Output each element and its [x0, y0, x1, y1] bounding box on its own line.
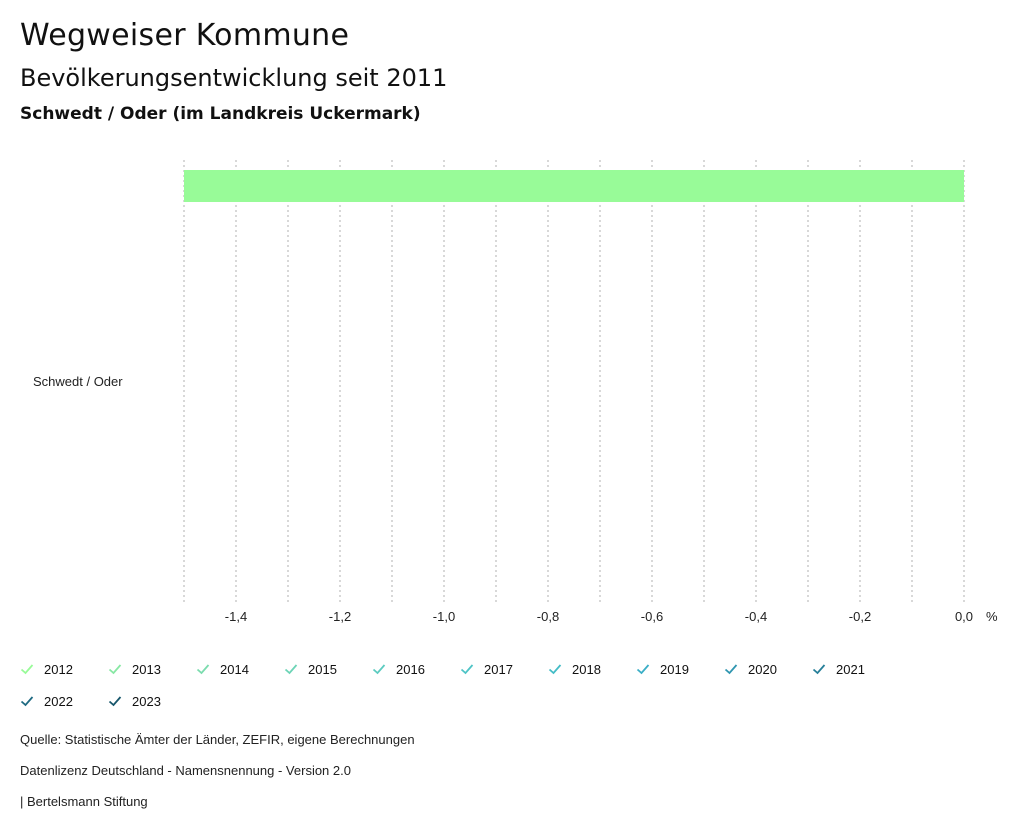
source-note: Quelle: Statistische Ämter der Länder, Z…: [20, 732, 415, 747]
bar-2012: [184, 170, 964, 202]
x-tick-label: -1,2: [329, 609, 351, 624]
check-icon: [460, 664, 474, 675]
license-note: Datenlizenz Deutschland - Namensnennung …: [20, 763, 351, 778]
legend-item-2020[interactable]: 2020: [724, 658, 777, 680]
legend-label: 2021: [836, 661, 865, 677]
x-tick-label: -0,2: [849, 609, 871, 624]
legend-item-2021[interactable]: 2021: [812, 658, 865, 680]
x-tick-label: -0,6: [641, 609, 663, 624]
legend-label: 2012: [44, 661, 73, 677]
check-icon: [636, 664, 650, 675]
x-tick-label: -1,4: [225, 609, 247, 624]
check-icon: [724, 664, 738, 675]
legend-label: 2017: [484, 661, 513, 677]
legend-item-2022[interactable]: 2022: [20, 690, 73, 712]
check-icon: [548, 664, 562, 675]
check-icon: [108, 664, 122, 675]
legend-item-2015[interactable]: 2015: [284, 658, 337, 680]
x-tick-label: -0,8: [537, 609, 559, 624]
legend-item-2023[interactable]: 2023: [108, 690, 161, 712]
legend-label: 2015: [308, 661, 337, 677]
check-icon: [108, 696, 122, 707]
check-icon: [20, 696, 34, 707]
legend-label: 2013: [132, 661, 161, 677]
legend-label: 2019: [660, 661, 689, 677]
legend-item-2018[interactable]: 2018: [548, 658, 601, 680]
legend-label: 2023: [132, 693, 161, 709]
legend-item-2016[interactable]: 2016: [372, 658, 425, 680]
check-icon: [20, 664, 34, 675]
legend-label: 2014: [220, 661, 249, 677]
check-icon: [196, 664, 210, 675]
check-icon: [284, 664, 298, 675]
legend-item-2014[interactable]: 2014: [196, 658, 249, 680]
legend-item-2012[interactable]: 2012: [20, 658, 73, 680]
legend-item-2019[interactable]: 2019: [636, 658, 689, 680]
region-name: Schwedt / Oder (im Landkreis Uckermark): [20, 104, 421, 124]
check-icon: [372, 664, 386, 675]
publisher-note: | Bertelsmann Stiftung: [20, 794, 148, 809]
x-axis-unit: %: [986, 609, 998, 624]
legend-item-2017[interactable]: 2017: [460, 658, 513, 680]
bar-chart: -1,4 -1,2 -1,0 -0,8 -0,6 -0,4 -0,2 0,0 % Schwedt …: [33, 160, 998, 624]
legend-label: 2016: [396, 661, 425, 677]
legend-label: 2018: [572, 661, 601, 677]
chart-subtitle: Bevölkerungsentwicklung seit 2011: [20, 64, 448, 92]
legend-label: 2020: [748, 661, 777, 677]
x-tick-label: 0,0: [955, 609, 973, 624]
x-tick-label: -0,4: [745, 609, 767, 624]
x-tick-label: -1,0: [433, 609, 455, 624]
page-title: Wegweiser Kommune: [20, 18, 350, 53]
category-label: Schwedt / Oder: [33, 374, 123, 389]
legend-label: 2022: [44, 693, 73, 709]
legend-item-2013[interactable]: 2013: [108, 658, 161, 680]
check-icon: [812, 664, 826, 675]
